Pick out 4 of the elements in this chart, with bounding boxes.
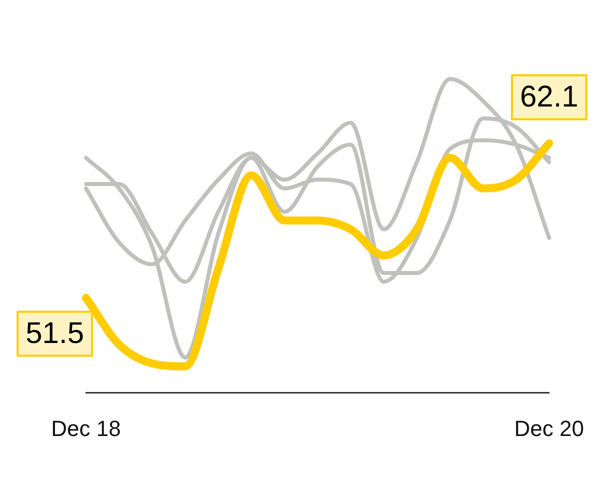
x-tick-label: Dec 20: [514, 416, 584, 441]
data-label: 51.5: [26, 317, 84, 350]
x-tick-label: Dec 18: [51, 416, 121, 441]
data-label: 62.1: [520, 80, 578, 114]
